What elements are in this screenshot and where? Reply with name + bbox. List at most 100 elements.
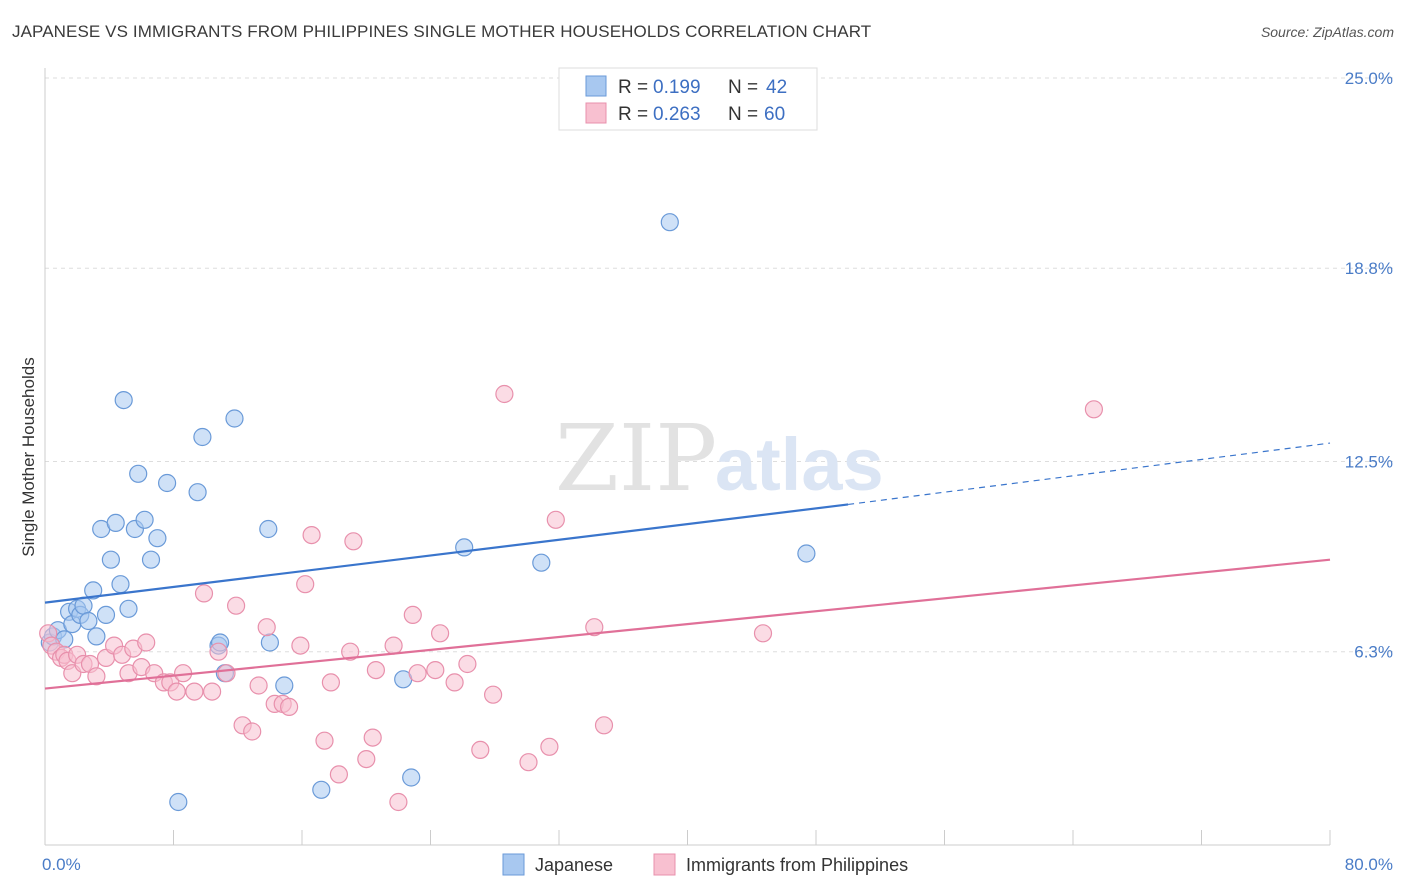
legend-swatch-japanese (585, 75, 607, 97)
point-1-61 (585, 618, 604, 637)
bottom-legend-swatch-philippines (653, 853, 676, 876)
point-1-44 (357, 749, 376, 769)
legend-n-value-japanese: 42 (766, 77, 787, 98)
point-1-48 (389, 792, 408, 812)
legend-r-label-japanese: R = (618, 77, 648, 98)
point-1-50 (408, 664, 427, 683)
point-0-31 (259, 519, 278, 539)
point-0-34 (169, 792, 188, 812)
point-0-26 (193, 427, 212, 447)
point-1-64 (1084, 400, 1104, 419)
point-1-45 (363, 728, 382, 747)
point-0-40 (660, 213, 679, 232)
bottom-legend-japanese: Japanese (535, 855, 613, 875)
bottom-legend: Japanese Immigrants from Philippines (502, 853, 908, 876)
bottom-legend-philippines: Immigrants from Philippines (686, 855, 908, 875)
point-1-40 (321, 673, 340, 692)
point-0-13 (96, 605, 116, 625)
point-0-16 (111, 575, 130, 594)
point-1-38 (302, 525, 321, 545)
point-1-43 (344, 532, 363, 551)
point-1-46 (366, 660, 385, 680)
point-1-41 (329, 765, 348, 784)
legend-n-label-philippines: N = (728, 104, 758, 125)
point-0-32 (260, 633, 279, 652)
point-1-52 (431, 624, 450, 643)
point-0-37 (402, 768, 421, 787)
point-0-22 (148, 529, 167, 548)
y-tick-labels: 6.3% 12.5% 18.8% 25.0% (1345, 69, 1393, 662)
point-1-63 (753, 624, 773, 643)
point-1-36 (291, 636, 310, 655)
y-axis-label: Single Mother Households (19, 357, 38, 556)
y-tick-label-3: 25.0% (1345, 69, 1393, 88)
point-0-35 (312, 780, 331, 799)
legend-swatch-philippines (585, 102, 607, 124)
point-1-31 (249, 676, 268, 695)
point-1-56 (484, 685, 503, 704)
watermark-atlas: atlas (715, 423, 884, 506)
point-1-21 (167, 682, 186, 701)
axes (44, 68, 1331, 846)
point-1-26 (209, 642, 228, 661)
point-1-28 (227, 596, 246, 615)
trend-line-dashed-0 (848, 442, 1331, 506)
point-0-15 (106, 513, 125, 533)
point-0-11 (87, 627, 106, 646)
point-0-9 (79, 611, 98, 631)
point-0-27 (225, 409, 244, 428)
legend-n-value-philippines: 60 (764, 104, 785, 125)
y-tick-label-2: 18.8% (1345, 259, 1393, 278)
grid-lines (45, 77, 1395, 653)
point-0-25 (188, 483, 207, 502)
point-0-38 (455, 538, 474, 557)
trend-line-1 (44, 558, 1331, 690)
point-1-30 (243, 722, 262, 741)
x-tick-label-0: 0.0% (42, 855, 81, 874)
point-1-51 (426, 660, 445, 680)
x-tick-label-1: 80.0% (1345, 855, 1393, 874)
point-1-58 (519, 753, 538, 772)
point-1-57 (495, 384, 514, 404)
watermark: ZIP atlas (555, 405, 884, 512)
point-0-41 (797, 544, 816, 563)
point-0-19 (129, 464, 148, 483)
point-1-32 (257, 618, 276, 637)
point-1-47 (384, 636, 403, 655)
point-1-53 (445, 673, 464, 692)
point-1-17 (137, 633, 156, 652)
y-tick-label-1: 12.5% (1345, 453, 1393, 472)
point-0-17 (119, 599, 138, 618)
point-1-42 (341, 642, 360, 661)
series-philippines (39, 384, 1104, 812)
chart-title: JAPANESE VS IMMIGRANTS FROM PHILIPPINES … (12, 22, 872, 41)
point-0-33 (275, 676, 294, 695)
point-1-10 (87, 667, 106, 686)
trend-line-0 (44, 503, 849, 604)
point-1-54 (458, 654, 477, 674)
y-tick-label-0: 6.3% (1354, 643, 1393, 662)
point-0-23 (158, 473, 177, 493)
point-1-62 (594, 716, 614, 735)
legend-r-value-philippines: 0.263 (653, 104, 701, 125)
x-tick-labels: 0.0% 80.0% (42, 855, 1393, 874)
point-0-39 (532, 553, 551, 572)
point-0-21 (141, 550, 161, 569)
point-1-59 (540, 737, 559, 756)
legend-r-label-philippines: R = (618, 104, 648, 125)
trend-lines (44, 442, 1331, 690)
point-0-24 (114, 391, 133, 410)
point-1-23 (185, 682, 204, 701)
point-1-55 (471, 740, 490, 760)
point-1-35 (280, 697, 299, 717)
watermark-zip: ZIP (555, 405, 717, 512)
point-0-10 (84, 581, 103, 600)
source-label: Source: ZipAtlas.com (1260, 24, 1394, 40)
series-japanese (40, 213, 816, 812)
legend-r-value-japanese: 0.199 (653, 77, 701, 98)
point-0-14 (101, 550, 121, 569)
point-1-27 (217, 664, 236, 683)
legend: R = 0.199 N = 42 R = 0.263 N = 60 (558, 67, 818, 131)
bottom-legend-swatch-japanese (502, 853, 525, 876)
